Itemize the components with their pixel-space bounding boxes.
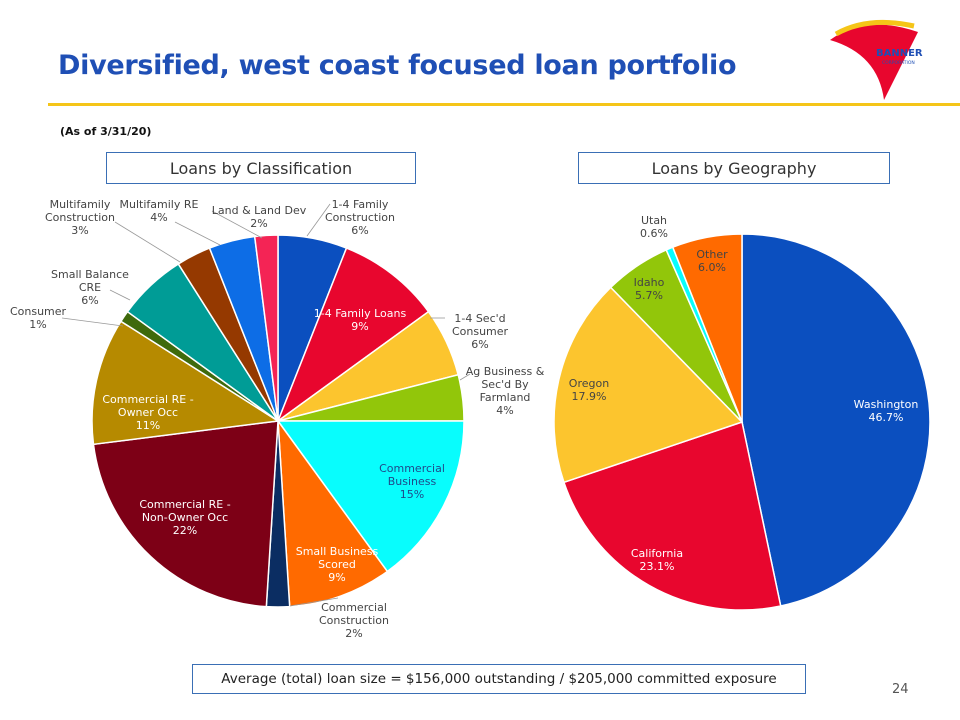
leader-line [306,203,331,237]
leader-line [459,373,471,381]
data-label: Commercial RE -Owner Occ 11% [102,393,193,432]
pie-slice [253,234,279,422]
data-label: Land & Land Dev 2% [212,204,307,230]
as-of-date: (As of 3/31/20) [60,125,152,138]
logo-subtext: CORPORATION [882,60,915,66]
logo-text: BANNER [876,48,923,59]
leader-line [109,289,131,301]
leader-line [289,597,339,607]
data-label: Consumer 1% [10,305,67,331]
pie-slice [276,420,465,573]
pie-slice [276,247,430,424]
data-label: 1-4 Family Loans 9% [314,307,407,333]
pie-slice [741,233,931,607]
data-label: California 23.1% [631,547,683,573]
data-label: 1-4 Family Construction 6% [325,198,395,237]
data-label: Multifamily Construction 3% [45,198,115,237]
page-number: 24 [892,682,909,697]
data-label: Small Business Scored 9% [296,545,379,584]
data-label: Commercial Business 15% [379,462,445,501]
pie-geography: Washington 46.7% California 23.1% Oregon 17.9… [553,214,931,611]
data-label: Oregon 17.9% [569,377,609,403]
data-label: Commercial RE -Non-Owner Occ 22% [139,498,230,537]
pie-slice [553,286,744,484]
pie-slice [92,420,279,608]
leader-line [174,221,221,246]
pie-classification: 1-4 Family Construction 6% 1-4 Family Loans… [10,198,545,640]
data-label: 1-4 Sec'd Consumer 6% [452,312,509,351]
data-label: Other 6.0% [696,248,728,274]
page-title: Diversified, west coast focused loan por… [58,50,737,81]
chart-title-geography: Loans by Geography [578,152,890,184]
pie-slice [671,233,743,423]
chart-title-classification: Loans by Classification [106,152,416,184]
leader-line [61,317,124,327]
pie-slice [277,418,389,608]
banner-logo: BANNER CORPORATION [830,19,923,100]
pie-slice [562,421,782,611]
title-divider [48,103,960,106]
data-label: Commercial Construction 2% [319,601,389,640]
data-label: Idaho 5.7% [634,276,665,302]
data-label: Small Balance CRE 6% [51,268,129,307]
leader-line [114,221,181,263]
data-label: Multifamily RE 4% [120,198,199,224]
footer-note: Average (total) loan size = $156,000 out… [192,664,806,694]
data-label: Washington 46.7% [854,398,919,424]
pie-slice [91,320,281,446]
data-label: Utah 0.6% [640,214,668,240]
data-label: Ag Business & Sec'd By Farmland 4% [466,365,545,417]
leader-line [211,210,263,239]
